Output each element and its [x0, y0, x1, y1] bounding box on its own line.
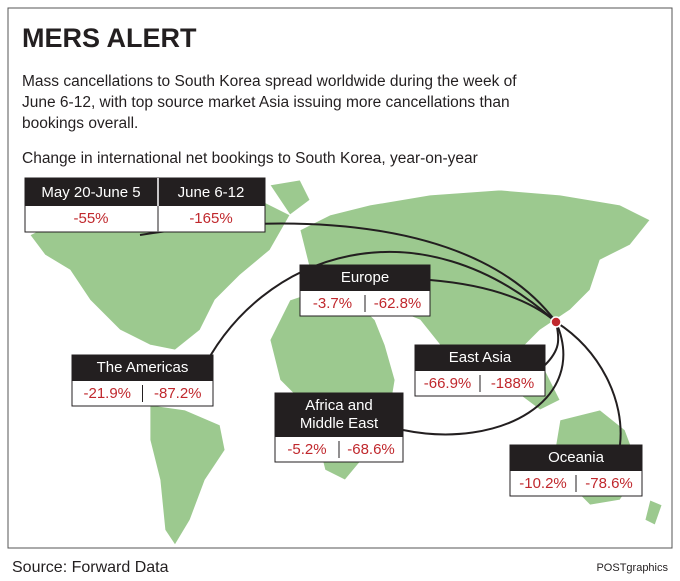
description-line: June 6-12, with top source market Asia i…	[22, 94, 510, 111]
value: -10.2%	[519, 475, 567, 492]
value: -21.9%	[83, 385, 131, 402]
value: -5.2%	[287, 441, 326, 458]
box-header	[510, 445, 642, 471]
subtitle: Change in international net bookings to …	[22, 150, 478, 167]
credit: POSTgraphics	[596, 562, 668, 574]
region-box: East Asia -66.9% -188%	[414, 344, 546, 397]
description-line: bookings overall.	[22, 115, 138, 132]
title: MERS ALERT	[22, 23, 197, 53]
value: -66.9%	[424, 375, 472, 392]
region-name: The Americas	[97, 359, 189, 376]
box-header	[300, 265, 430, 291]
box-header	[275, 393, 403, 437]
region-name: Africa and	[305, 397, 373, 414]
frame	[7, 7, 673, 549]
overall-box: May 20-June 5 June 6-12 -55% -165%	[24, 177, 266, 233]
box-header	[415, 345, 545, 371]
region-name: East Asia	[449, 349, 512, 366]
value: -55%	[73, 210, 108, 227]
region-name: Europe	[341, 269, 389, 286]
description-line: Mass cancellations to South Korea spread…	[22, 73, 517, 90]
value: -78.6%	[585, 475, 633, 492]
region-box: Oceania -10.2% -78.6%	[509, 444, 643, 497]
value: -165%	[189, 210, 232, 227]
region-name: Middle East	[300, 415, 379, 432]
box-header	[72, 355, 213, 381]
value: -3.7%	[313, 295, 352, 312]
column-header: June 6-12	[178, 184, 245, 201]
value: -87.2%	[154, 385, 202, 402]
column-header: May 20-June 5	[41, 184, 140, 201]
value: -68.6%	[347, 441, 395, 458]
region-box: The Americas -21.9% -87.2%	[71, 354, 214, 407]
region-box: Europe -3.7% -62.8%	[299, 264, 431, 317]
value: -188%	[491, 375, 534, 392]
source: Source: Forward Data	[12, 559, 169, 576]
region-name: Oceania	[548, 449, 605, 466]
value: -62.8%	[374, 295, 422, 312]
south-korea-marker	[550, 316, 562, 328]
